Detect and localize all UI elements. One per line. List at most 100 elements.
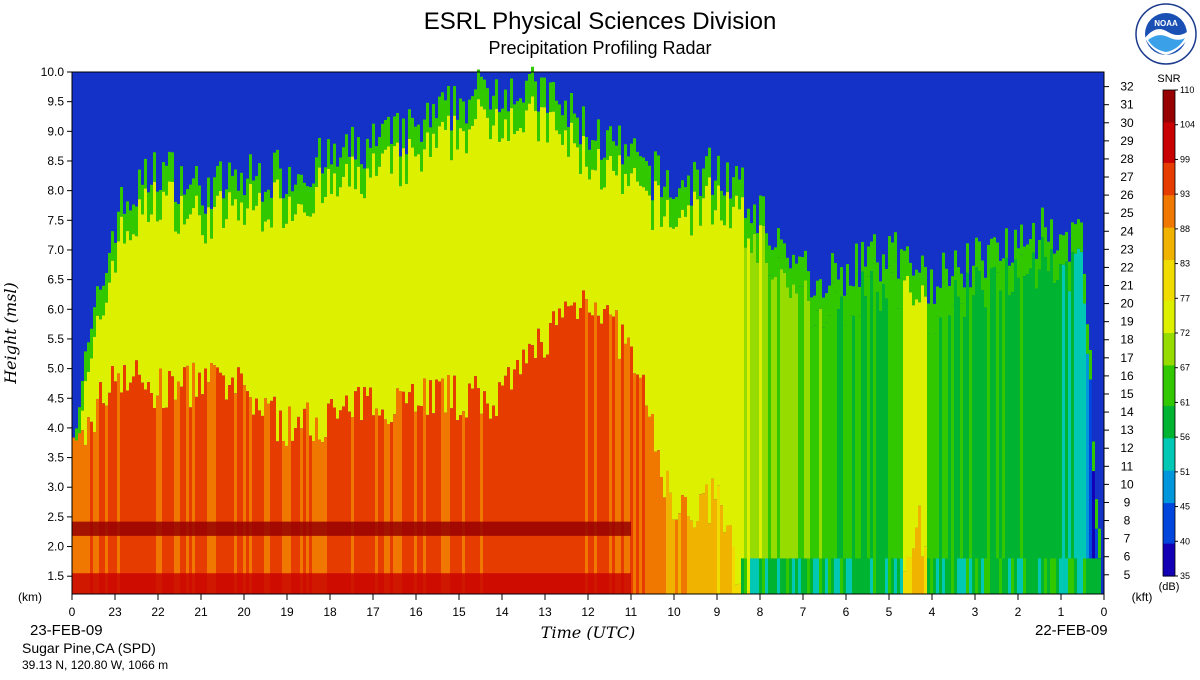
echo-body bbox=[579, 173, 582, 309]
echo-body bbox=[339, 187, 342, 411]
echo-body bbox=[630, 173, 633, 347]
echo-core bbox=[399, 391, 402, 594]
echo-core bbox=[345, 395, 348, 594]
echo-core bbox=[159, 368, 162, 594]
echo-body bbox=[729, 228, 732, 526]
echo-fringe bbox=[798, 256, 801, 287]
echo-core bbox=[78, 433, 81, 594]
echo-body bbox=[585, 166, 588, 300]
y-tick-label: 2.5 bbox=[47, 510, 64, 524]
echo-fringe bbox=[831, 253, 834, 283]
echo-fringe bbox=[495, 79, 498, 109]
echo-fringe bbox=[270, 197, 273, 228]
echo-body bbox=[516, 130, 519, 361]
echo-body bbox=[648, 195, 651, 417]
y-tick-label: 3.0 bbox=[47, 480, 64, 494]
echo-core bbox=[645, 405, 648, 594]
echo-body bbox=[408, 138, 411, 393]
echo-body bbox=[876, 292, 879, 594]
echo-core bbox=[72, 437, 75, 594]
echo-surface bbox=[951, 558, 954, 594]
colorbar-label: SNR bbox=[1157, 73, 1180, 85]
echo-fringe bbox=[201, 205, 204, 236]
echo-fringe bbox=[276, 149, 279, 180]
echo-core bbox=[93, 432, 96, 594]
echo-surface bbox=[1032, 558, 1035, 594]
echo-body bbox=[183, 224, 186, 368]
echo-fringe bbox=[1041, 207, 1044, 238]
echo-body bbox=[696, 199, 699, 521]
echo-fringe bbox=[693, 161, 696, 192]
echo-body bbox=[690, 235, 693, 521]
colorbar-tick-label: 93 bbox=[1180, 189, 1190, 199]
echo-fringe bbox=[921, 255, 924, 286]
y2-tick-label: 21 bbox=[1120, 278, 1134, 292]
echo-core bbox=[723, 532, 726, 594]
echo-body bbox=[882, 283, 885, 594]
echo-body bbox=[843, 325, 846, 594]
echo-core bbox=[504, 375, 507, 594]
echo-fringe bbox=[264, 191, 267, 222]
echo-fringe bbox=[702, 168, 705, 199]
echo-core bbox=[228, 385, 231, 594]
echo-fringe bbox=[300, 174, 303, 205]
echo-fringe bbox=[468, 99, 471, 130]
echo-fringe bbox=[993, 237, 996, 267]
echo-body bbox=[144, 188, 147, 390]
echo-body bbox=[1035, 288, 1038, 594]
echo-core bbox=[555, 325, 558, 594]
echo-body bbox=[96, 315, 99, 399]
echo-surface bbox=[1077, 558, 1080, 594]
echo-core bbox=[528, 343, 531, 594]
echo-core bbox=[183, 367, 186, 594]
echo-fringe bbox=[903, 250, 906, 281]
echo-core bbox=[516, 360, 519, 594]
echo-core bbox=[270, 400, 273, 594]
y2-tick-label: 25 bbox=[1120, 206, 1134, 220]
colorbar-segment bbox=[1163, 373, 1175, 383]
colorbar-segment bbox=[1163, 478, 1175, 488]
echo-fringe bbox=[534, 81, 537, 112]
echo-fringe bbox=[654, 151, 657, 182]
echo-body bbox=[432, 133, 435, 414]
echo-fringe bbox=[684, 187, 687, 217]
echo-core bbox=[117, 373, 120, 594]
y2-axis-unit-kft: (kft) bbox=[1132, 590, 1153, 604]
echo-fringe bbox=[954, 250, 957, 281]
echo-surface bbox=[759, 558, 762, 594]
echo-body bbox=[546, 142, 549, 355]
echo-body bbox=[699, 225, 702, 495]
echo-core bbox=[675, 519, 678, 594]
echo-fringe bbox=[639, 156, 642, 186]
echo-core bbox=[195, 396, 198, 594]
colorbar-segment bbox=[1163, 243, 1175, 253]
echo-body bbox=[552, 111, 555, 312]
colorbar-tick-label: 67 bbox=[1180, 363, 1190, 373]
echo-fringe bbox=[402, 118, 405, 149]
echo-core bbox=[522, 349, 525, 594]
x-tick-label: 5 bbox=[886, 605, 893, 619]
echo-surface bbox=[741, 558, 744, 594]
echo-fringe bbox=[549, 82, 552, 113]
echo-body bbox=[1068, 291, 1071, 594]
echo-body bbox=[492, 125, 495, 406]
echo-core bbox=[444, 412, 447, 594]
echo-core bbox=[243, 385, 246, 594]
echo-fringe bbox=[801, 257, 804, 287]
echo-body bbox=[387, 146, 390, 424]
echo-fringe bbox=[414, 126, 417, 157]
echo-surface bbox=[1035, 558, 1038, 594]
echo-fringe bbox=[732, 177, 735, 207]
echo-body bbox=[786, 287, 789, 594]
echo-fringe bbox=[228, 162, 231, 193]
colorbar-segment bbox=[1163, 495, 1175, 504]
echo-fringe bbox=[882, 254, 885, 284]
echo-fringe bbox=[129, 210, 132, 241]
echo-fringe bbox=[498, 112, 501, 142]
echo-fringe bbox=[756, 233, 759, 263]
echo-fringe bbox=[1095, 499, 1098, 529]
echo-core bbox=[441, 378, 444, 594]
echo-fringe bbox=[459, 98, 462, 129]
echo-fringe bbox=[1047, 241, 1050, 272]
echo-body bbox=[1008, 295, 1011, 594]
